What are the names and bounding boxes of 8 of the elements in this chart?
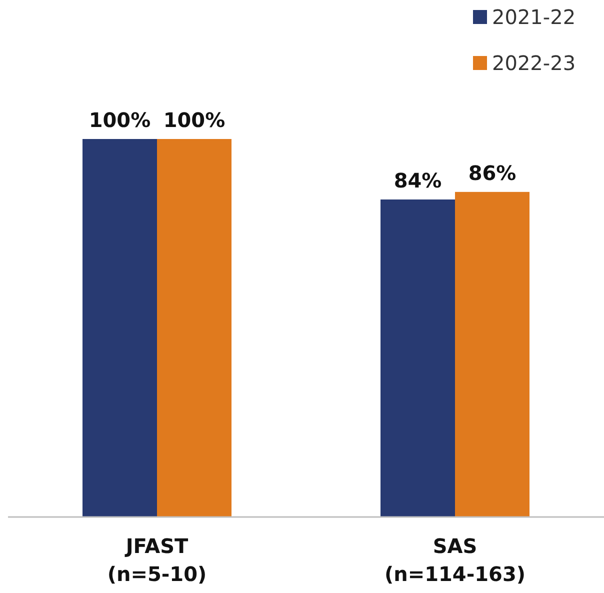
data-label: 84% — [394, 168, 442, 192]
x-tick-label: JFAST (n=5-10) — [107, 534, 207, 586]
x-tick-label: SAS (n=114-163) — [384, 534, 526, 586]
data-label: 100% — [163, 108, 226, 132]
legend-label: 2021-22 — [492, 5, 576, 29]
data-label: 100% — [88, 108, 151, 132]
legend-label: 2022-23 — [492, 51, 576, 75]
data-label: 86% — [468, 160, 516, 185]
